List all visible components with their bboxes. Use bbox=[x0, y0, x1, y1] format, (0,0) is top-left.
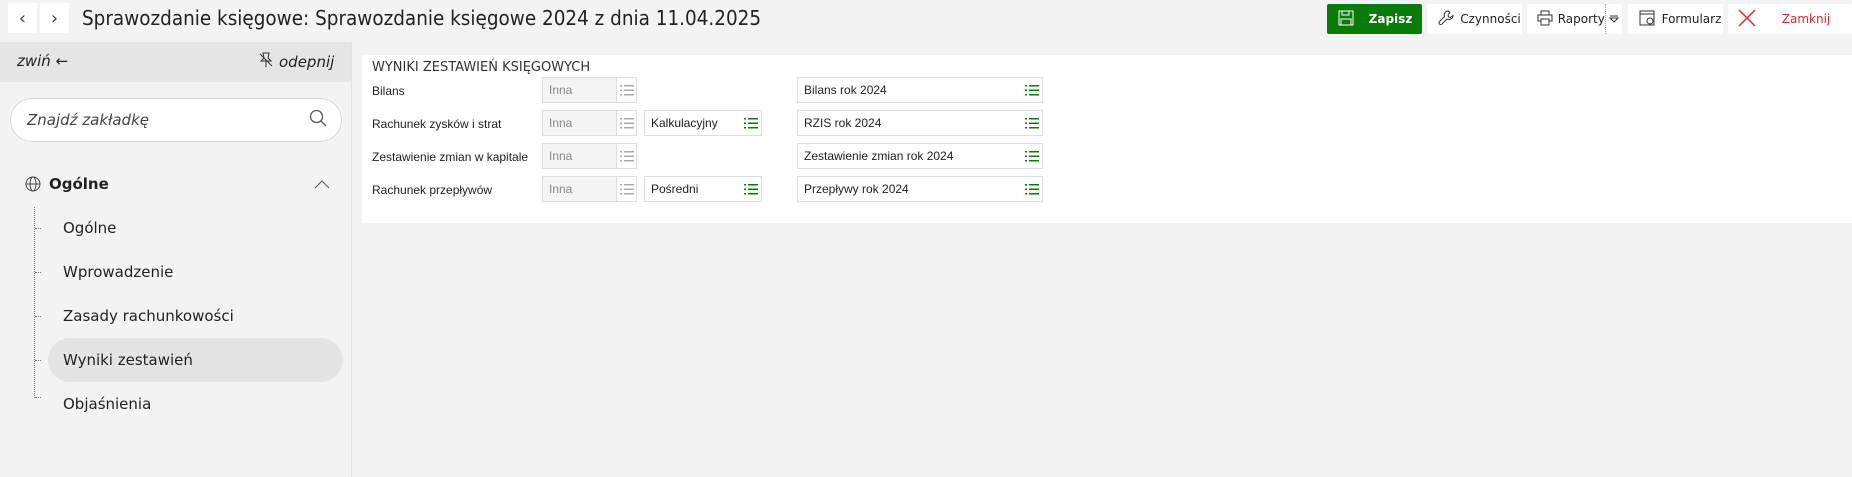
definition-field[interactable]: Przepływy rok 2024 bbox=[797, 176, 1043, 202]
reports-dropdown-icon[interactable] bbox=[1604, 4, 1622, 34]
close-icon bbox=[1734, 8, 1760, 30]
sidebar-header: zwiń ← odepnij bbox=[0, 42, 351, 82]
search-icon[interactable] bbox=[309, 109, 327, 131]
statement-results-panel: WYNIKI ZESTAWIEŃ KSIĘGOWYCH Bilans Inna B… bbox=[362, 55, 1852, 223]
globe-icon bbox=[25, 176, 41, 192]
definition-field[interactable]: RZIS rok 2024 bbox=[797, 110, 1043, 136]
tab-search-input[interactable]: Znajdź zakładkę bbox=[10, 98, 342, 142]
tree-line bbox=[34, 207, 35, 398]
section-title: WYNIKI ZESTAWIEŃ KSIĘGOWYCH bbox=[372, 60, 591, 75]
back-button[interactable]: ‹ bbox=[8, 3, 37, 33]
form-button[interactable]: Formularz bbox=[1628, 4, 1723, 34]
variant-field[interactable]: Kalkulacyjny bbox=[644, 110, 762, 136]
sidebar-item-explanations[interactable]: Objaśnienia bbox=[63, 395, 152, 413]
statement-type-field: Inna bbox=[542, 110, 637, 136]
save-button[interactable]: Zapisz bbox=[1327, 4, 1422, 34]
definition-field[interactable]: Zestawienie zmian rok 2024 bbox=[797, 143, 1043, 169]
unpin-icon bbox=[258, 52, 274, 72]
list-icon[interactable] bbox=[741, 111, 761, 135]
actions-button[interactable]: Czynności bbox=[1427, 4, 1522, 34]
statement-type-field: Inna bbox=[542, 77, 637, 103]
sidebar-item-introduction[interactable]: Wprowadzenie bbox=[63, 263, 174, 281]
save-icon bbox=[1333, 10, 1359, 29]
statement-type-field: Inna bbox=[542, 176, 637, 202]
statement-row: Rachunek przepływów Inna Pośredni Przepływ… bbox=[362, 176, 1462, 204]
statement-type-field: Inna bbox=[542, 143, 637, 169]
list-icon[interactable] bbox=[1022, 177, 1042, 201]
tree-tick bbox=[35, 228, 41, 229]
forward-button[interactable]: › bbox=[40, 3, 69, 33]
sidebar-item-statement-results[interactable]: Wyniki zestawień bbox=[48, 338, 343, 382]
list-icon[interactable] bbox=[1022, 144, 1042, 168]
row-label: Rachunek przepływów bbox=[372, 183, 493, 197]
sidebar: zwiń ← odepnij Znajdź zakładkę Ogólne Og… bbox=[0, 42, 352, 477]
row-label: Rachunek zysków i strat bbox=[372, 117, 502, 131]
reports-button[interactable]: Raporty bbox=[1527, 4, 1622, 34]
list-icon bbox=[616, 177, 636, 201]
unpin-button[interactable]: odepnij bbox=[258, 52, 334, 72]
wrench-icon bbox=[1433, 9, 1459, 29]
list-icon bbox=[616, 111, 636, 135]
close-button[interactable]: Zamknij bbox=[1728, 4, 1852, 34]
sidebar-item-accounting-policies[interactable]: Zasady rachunkowości bbox=[63, 307, 234, 325]
list-icon[interactable] bbox=[1022, 78, 1042, 102]
list-icon bbox=[616, 144, 636, 168]
list-icon[interactable] bbox=[741, 177, 761, 201]
tree-tick bbox=[35, 272, 41, 273]
list-icon[interactable] bbox=[1022, 111, 1042, 135]
tree-tick bbox=[35, 397, 41, 398]
arrow-left-icon: ← bbox=[55, 52, 69, 70]
row-label: Zestawienie zmian w kapitale bbox=[372, 150, 529, 164]
collapse-button[interactable]: zwiń ← bbox=[17, 52, 69, 70]
statement-row: Zestawienie zmian w kapitale Inna Zestawi… bbox=[362, 143, 1462, 171]
page-title: Sprawozdanie księgowe: Sprawozdanie księ… bbox=[82, 6, 762, 30]
group-general[interactable]: Ogólne bbox=[25, 175, 330, 193]
sidebar-item-general[interactable]: Ogólne bbox=[63, 219, 117, 237]
chevron-up-icon[interactable] bbox=[314, 179, 330, 189]
statement-row: Rachunek zysków i strat Inna Kalkulacyjny… bbox=[362, 110, 1462, 138]
definition-field[interactable]: Bilans rok 2024 bbox=[797, 77, 1043, 103]
tree-tick bbox=[35, 316, 41, 317]
list-icon bbox=[616, 78, 636, 102]
form-settings-icon bbox=[1634, 10, 1660, 29]
row-label: Bilans bbox=[372, 84, 405, 98]
statement-row: Bilans Inna Bilans rok 2024 bbox=[362, 77, 1462, 105]
printer-icon bbox=[1533, 10, 1558, 29]
tree-tick bbox=[35, 360, 41, 361]
variant-field[interactable]: Pośredni bbox=[644, 176, 762, 202]
